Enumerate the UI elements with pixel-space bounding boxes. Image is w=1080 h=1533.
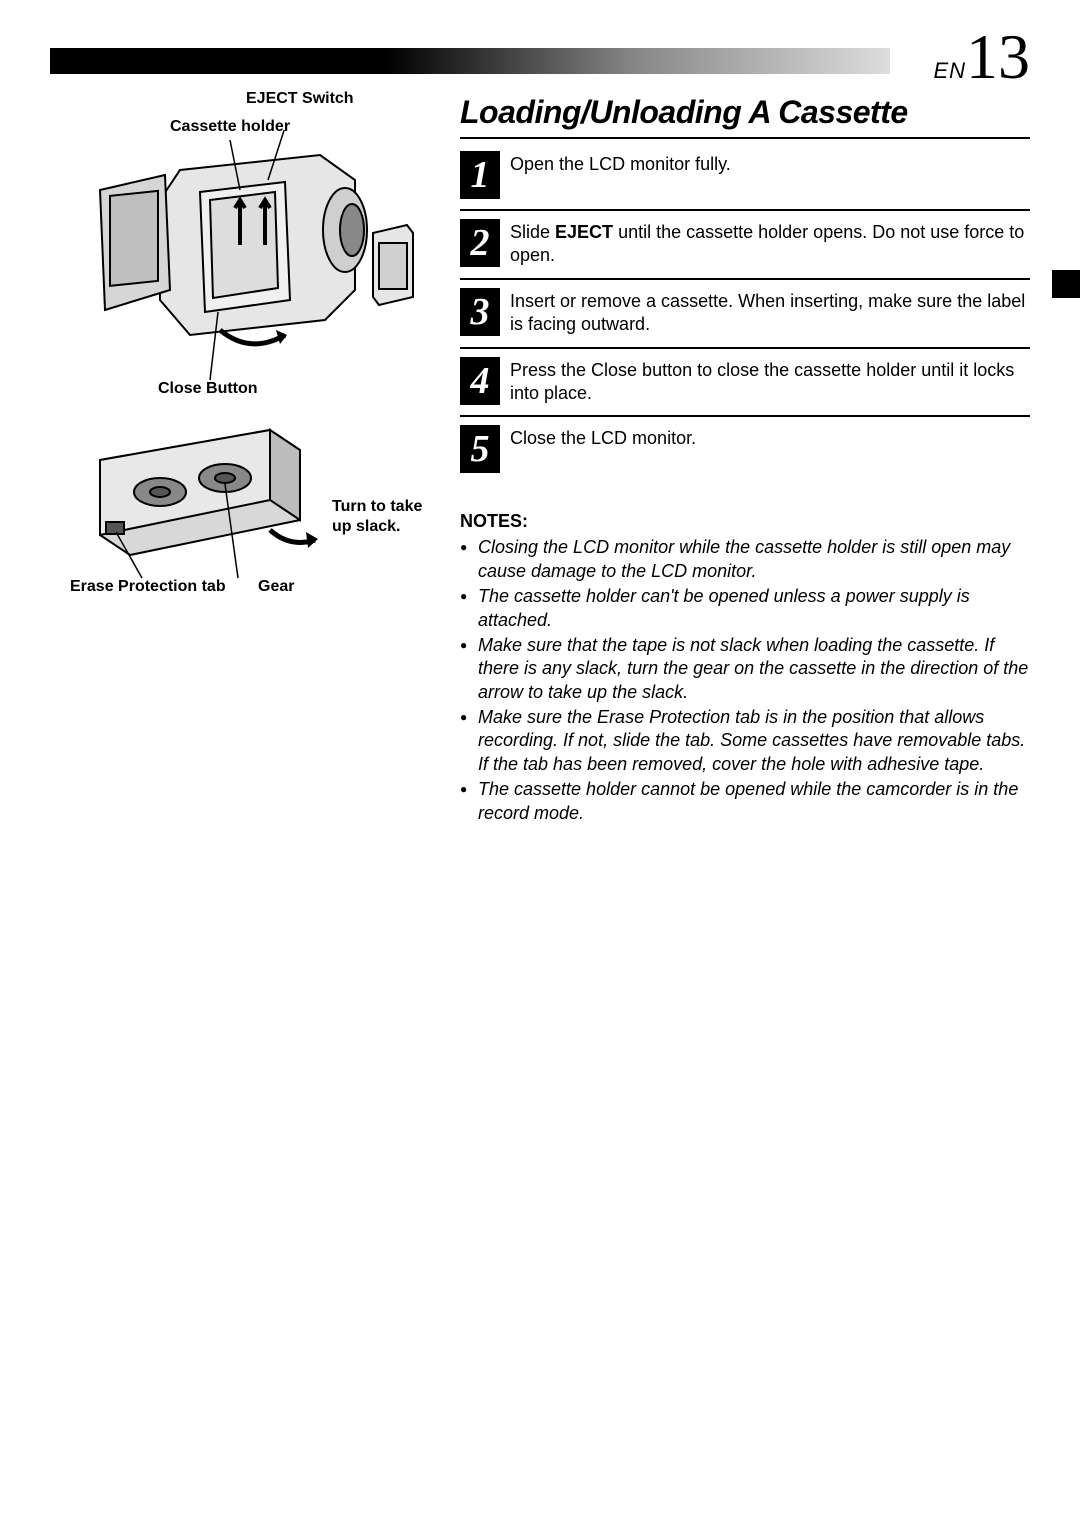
- step-number: 1: [460, 151, 500, 199]
- label-erase-tab: Erase Protection tab: [70, 578, 226, 596]
- step-4: 4Press the Close button to close the cas…: [460, 353, 1030, 418]
- figure-camcorder: EJECT Switch Cassette holder Close Butto…: [50, 90, 430, 410]
- page-num-digits: 13: [966, 28, 1030, 86]
- side-tab-marker: [1052, 270, 1080, 298]
- label-gear: Gear: [258, 578, 294, 596]
- step-number: 5: [460, 425, 500, 473]
- step-number: 4: [460, 357, 500, 405]
- cassette-illustration: [70, 420, 350, 580]
- note-item: Closing the LCD monitor while the casset…: [460, 536, 1030, 583]
- note-item: Make sure that the tape is not slack whe…: [460, 634, 1030, 704]
- notes-heading: NOTES:: [460, 511, 1030, 532]
- label-eject-switch: EJECT Switch: [246, 90, 354, 108]
- notes-list: Closing the LCD monitor while the casset…: [460, 536, 1030, 825]
- step-text: Slide EJECT until the cassette holder op…: [500, 219, 1030, 268]
- steps-list: 1Open the LCD monitor fully.2Slide EJECT…: [460, 147, 1030, 483]
- header-gradient-bar: [50, 48, 890, 74]
- step-1: 1Open the LCD monitor fully.: [460, 147, 1030, 211]
- note-item: The cassette holder cannot be opened whi…: [460, 778, 1030, 825]
- page-lang: EN: [933, 58, 966, 84]
- instructions-column: Loading/Unloading A Cassette 1Open the L…: [460, 90, 1030, 827]
- step-text: Open the LCD monitor fully.: [500, 151, 731, 199]
- label-turn-slack-2: up slack.: [332, 518, 400, 536]
- step-2: 2Slide EJECT until the cassette holder o…: [460, 215, 1030, 280]
- note-item: The cassette holder can't be opened unle…: [460, 585, 1030, 632]
- note-item: Make sure the Erase Protection tab is in…: [460, 706, 1030, 776]
- figure-cassette: Turn to take up slack. Erase Protection …: [50, 420, 430, 630]
- step-3: 3Insert or remove a cassette. When inser…: [460, 284, 1030, 349]
- camcorder-illustration: [90, 130, 420, 380]
- step-number: 3: [460, 288, 500, 336]
- section-title: Loading/Unloading A Cassette: [460, 94, 1030, 139]
- figures-column: EJECT Switch Cassette holder Close Butto…: [50, 90, 430, 827]
- page-number: EN 13: [933, 28, 1030, 86]
- step-number: 2: [460, 219, 500, 267]
- step-text: Insert or remove a cassette. When insert…: [500, 288, 1030, 337]
- step-5: 5Close the LCD monitor.: [460, 421, 1030, 483]
- step-text: Press the Close button to close the cass…: [500, 357, 1030, 406]
- label-turn-slack-1: Turn to take: [332, 498, 422, 516]
- step-text: Close the LCD monitor.: [500, 425, 696, 473]
- label-close-button: Close Button: [158, 380, 258, 398]
